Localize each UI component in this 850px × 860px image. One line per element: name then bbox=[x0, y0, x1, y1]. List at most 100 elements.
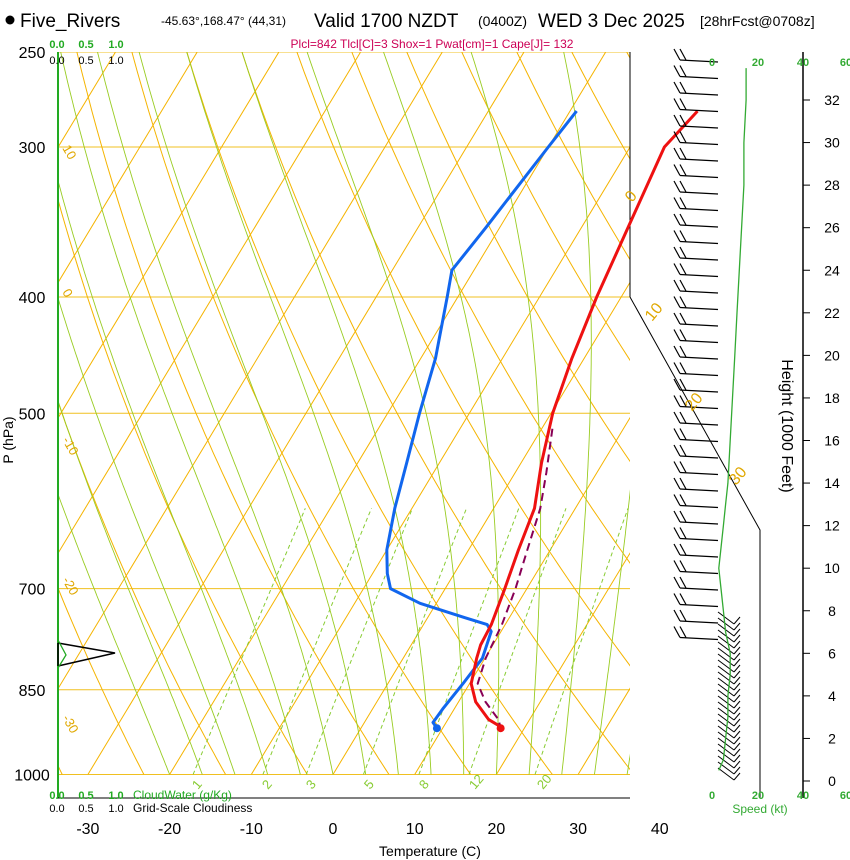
moist-adiabat-line bbox=[241, 52, 432, 775]
wind-barb bbox=[673, 378, 719, 393]
wind-barb bbox=[717, 713, 741, 727]
wind-barb bbox=[717, 641, 741, 655]
height-tick-label: 10 bbox=[824, 560, 840, 576]
barb-flag bbox=[673, 48, 681, 61]
barb-flag bbox=[733, 664, 741, 673]
wind-barb bbox=[717, 683, 741, 697]
isotherm-line bbox=[87, 52, 525, 775]
barb-staff bbox=[679, 570, 719, 575]
wind-barb bbox=[717, 755, 741, 769]
barb-flag bbox=[679, 444, 687, 457]
wind-barb bbox=[673, 527, 719, 542]
barb-flag bbox=[733, 712, 741, 721]
dry-adiabat-line bbox=[131, 52, 472, 775]
wind-barb bbox=[717, 767, 741, 781]
barb-staff bbox=[679, 488, 719, 492]
height-tick-label: 6 bbox=[828, 645, 836, 661]
wind-barb bbox=[717, 659, 741, 673]
barb-staff bbox=[679, 372, 719, 377]
barb-staff bbox=[679, 191, 719, 195]
temperature-tick-label: 10 bbox=[406, 821, 424, 838]
barb-staff bbox=[717, 755, 735, 769]
isotherm-line bbox=[332, 281, 630, 775]
dry-adiabat-line bbox=[241, 52, 630, 771]
wind-barb bbox=[717, 719, 741, 733]
barb-flag bbox=[733, 700, 741, 709]
barb-flag bbox=[733, 760, 741, 769]
barb-flag bbox=[673, 345, 681, 358]
forecast-label: [28hrFcst@0708z] bbox=[700, 13, 815, 29]
barb-staff bbox=[717, 737, 735, 751]
barb-flag bbox=[679, 131, 687, 143]
barb-flag bbox=[673, 609, 681, 622]
barb-flag bbox=[679, 527, 687, 539]
barb-staff bbox=[679, 422, 719, 426]
barb-staff bbox=[717, 635, 735, 649]
barb-staff bbox=[679, 75, 719, 80]
wind-barb bbox=[673, 626, 719, 641]
wind-barb bbox=[717, 635, 741, 649]
barb-staff bbox=[717, 641, 735, 655]
height-tick-label: 32 bbox=[824, 92, 840, 108]
barb-flag bbox=[733, 754, 741, 763]
barb-staff bbox=[717, 761, 735, 775]
pressure-tick-label: 250 bbox=[19, 45, 46, 62]
surface-temperature-dot bbox=[496, 724, 505, 733]
barb-staff bbox=[717, 767, 735, 781]
barb-flag bbox=[673, 593, 681, 605]
barb-flag bbox=[679, 98, 687, 110]
barb-flag bbox=[733, 772, 741, 781]
barb-flag bbox=[733, 724, 741, 733]
wind-barb bbox=[717, 695, 741, 709]
height-tick-label: 4 bbox=[828, 688, 836, 704]
bottom-axis-2-label: 0.5 bbox=[78, 803, 93, 815]
station-name: Five_Rivers bbox=[20, 11, 120, 32]
cloudiness-line bbox=[57, 642, 116, 667]
terrain-profile-line bbox=[629, 296, 761, 798]
dry-adiabat-line bbox=[58, 586, 145, 775]
dry-adiabat-line bbox=[58, 400, 227, 775]
pressure-tick-label: 300 bbox=[19, 140, 46, 157]
height-tick-label: 14 bbox=[824, 475, 840, 491]
barb-flag bbox=[673, 114, 681, 127]
wind-barb bbox=[717, 749, 741, 763]
barb-flag bbox=[673, 444, 681, 457]
height-tick-label: 26 bbox=[824, 220, 840, 236]
bottom-axis-1-label: 0.0 bbox=[49, 790, 64, 802]
moist-adiabat-line bbox=[561, 52, 592, 775]
barb-flag bbox=[679, 246, 687, 259]
barb-staff bbox=[679, 471, 719, 476]
barb-staff bbox=[717, 611, 735, 625]
cloudiness-label: Grid-Scale Cloudiness bbox=[133, 801, 252, 815]
barb-staff bbox=[679, 587, 719, 591]
surface-dewpoint-dot bbox=[432, 724, 441, 733]
temperature-tick-label: -30 bbox=[76, 821, 99, 838]
speed-tick-bottom: 20 bbox=[752, 790, 764, 802]
top-axis-1-label: 0.0 bbox=[49, 39, 64, 51]
mixing-ratio-line bbox=[534, 508, 629, 775]
barb-flag bbox=[733, 736, 741, 745]
dry-adiabat-line bbox=[296, 52, 630, 667]
barb-staff bbox=[679, 537, 719, 542]
dry-adiabat-line bbox=[406, 52, 630, 463]
barb-flag bbox=[673, 543, 681, 556]
barb-flag bbox=[733, 706, 741, 715]
valid-date: WED 3 Dec 2025 bbox=[538, 11, 685, 32]
wind-barb bbox=[673, 81, 719, 96]
wind-barb bbox=[717, 611, 741, 625]
barb-staff bbox=[717, 617, 735, 631]
height-tick-label: 24 bbox=[824, 262, 840, 278]
barb-flag bbox=[673, 65, 681, 77]
bottom-axis-2-label: 1.0 bbox=[108, 803, 123, 815]
barb-flag bbox=[679, 428, 687, 440]
isotherm-line bbox=[58, 52, 280, 419]
barb-staff bbox=[679, 92, 719, 96]
barb-flag bbox=[673, 560, 681, 572]
isotherm-line bbox=[250, 146, 630, 775]
barb-flag bbox=[679, 312, 687, 325]
stability-indices: Plcl=842 Tlcl[C]=3 Shox=1 Pwat[cm]=1 Cap… bbox=[291, 37, 574, 51]
barb-staff bbox=[679, 257, 719, 261]
barb-staff bbox=[717, 701, 735, 715]
barb-staff bbox=[679, 603, 719, 608]
